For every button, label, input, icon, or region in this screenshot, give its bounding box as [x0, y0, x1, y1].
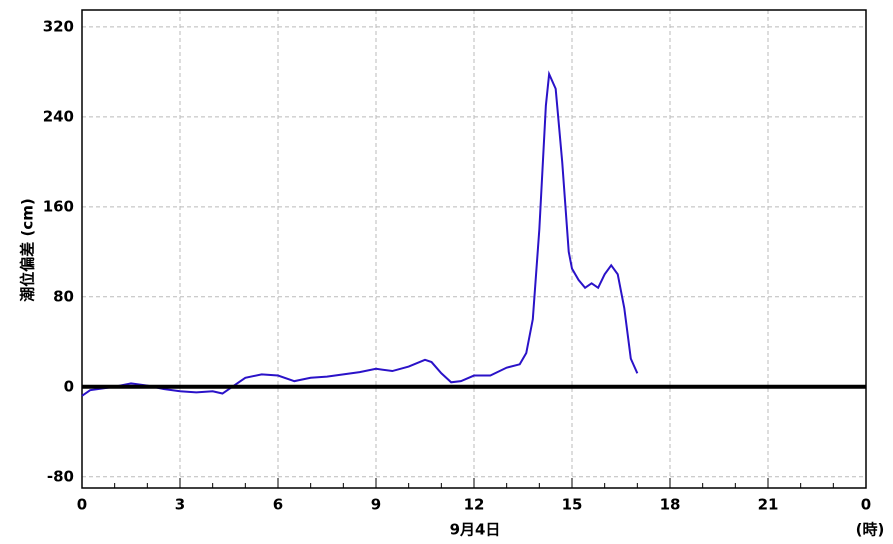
y-axis-label: 潮位偏差 (cm) — [19, 198, 37, 301]
x-tick-label: 12 — [464, 496, 485, 514]
x-tick-label: 21 — [758, 496, 779, 514]
data-line — [81, 70, 639, 397]
x-tick-label: 0 — [861, 496, 871, 514]
y-tick-label: 0 — [64, 377, 74, 395]
y-tick-label: -80 — [47, 467, 74, 485]
y-tick-label: 80 — [53, 287, 74, 305]
y-tick-label: 160 — [43, 197, 74, 215]
x-tick-label: 9 — [371, 496, 381, 514]
x-axis-label: 9月4日 — [450, 521, 501, 539]
y-tick-label: 320 — [43, 17, 74, 35]
x-tick-label: 18 — [660, 496, 681, 514]
y-tick-label: 240 — [43, 107, 74, 125]
plot-frame — [81, 9, 867, 489]
x-tick-label: 15 — [562, 496, 583, 514]
x-tick-label: 3 — [175, 496, 185, 514]
x-tick-label: 0 — [77, 496, 87, 514]
x-unit-label: (時) — [856, 521, 885, 539]
x-tick-label: 6 — [273, 496, 283, 514]
